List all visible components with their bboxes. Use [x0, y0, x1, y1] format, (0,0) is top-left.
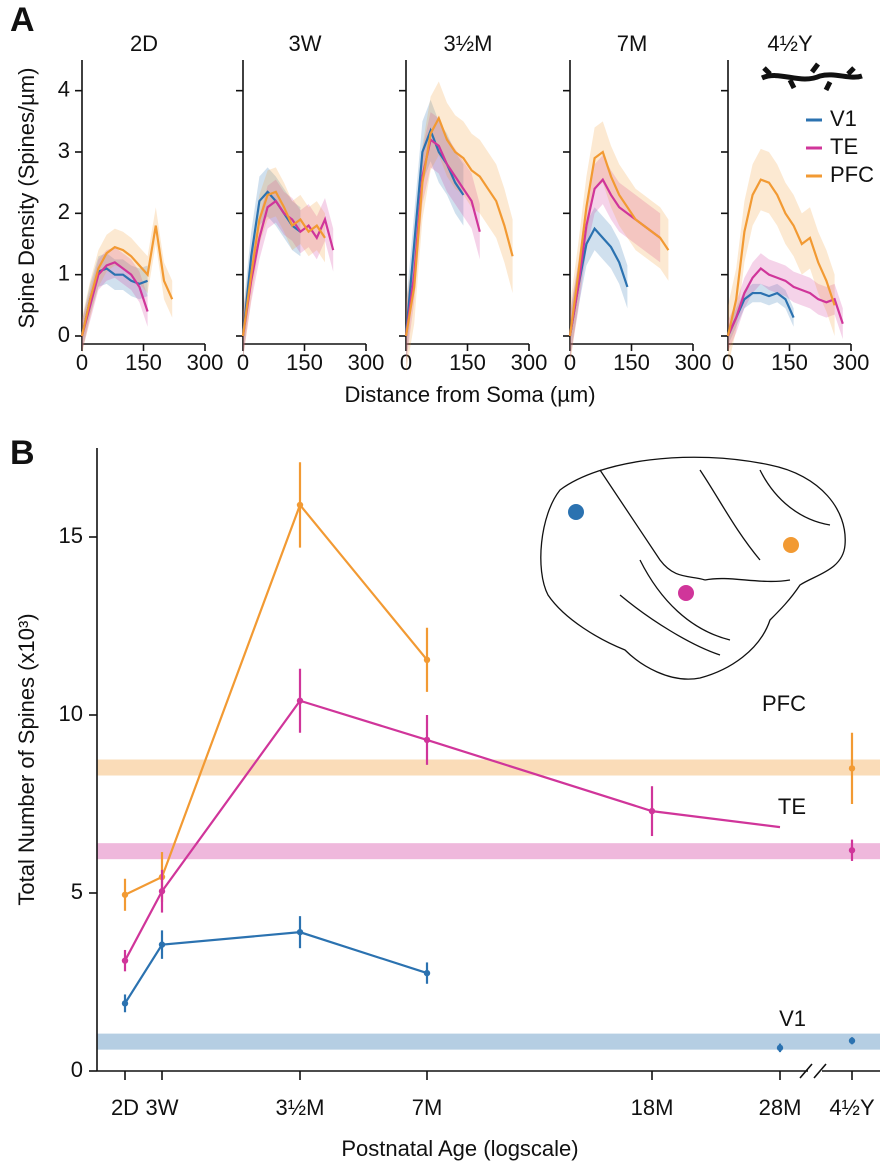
error-band [243, 179, 334, 358]
data-point [848, 847, 856, 854]
x-tick-label: 0 [722, 350, 734, 375]
data-point [121, 1000, 129, 1007]
x-tick-label: 3½M [276, 1095, 325, 1120]
x-tick-label: 150 [286, 350, 323, 375]
data-point [423, 656, 431, 664]
series-label: V1 [779, 1006, 806, 1031]
x-tick-label: 300 [348, 350, 385, 375]
adult-band [97, 843, 880, 860]
x-tick-label: 300 [675, 350, 712, 375]
adult-band [97, 1033, 880, 1050]
data-point [776, 1044, 784, 1052]
x-tick-label: 3W [146, 1095, 179, 1120]
trend-line [124, 502, 428, 896]
x-tick-label: 300 [187, 350, 224, 375]
density-line [726, 178, 836, 337]
y-tick-label: 3 [58, 138, 70, 163]
y-tick-label: 0 [58, 322, 70, 347]
x-tick-label: 150 [613, 350, 650, 375]
error-band [570, 155, 661, 361]
axis-break [799, 1063, 827, 1079]
legend-label: TE [830, 134, 858, 159]
x-tick-label: 150 [449, 350, 486, 375]
x-tick-label: 300 [833, 350, 870, 375]
data-point [296, 928, 304, 936]
x-axis-label: Postnatal Age (logscale) [341, 1136, 578, 1161]
density-line [568, 150, 670, 337]
error-band [82, 207, 173, 355]
density-line [404, 115, 514, 337]
data-point [648, 807, 656, 815]
data-point [121, 957, 129, 964]
series-label: PFC [762, 691, 806, 716]
brain-drawing [540, 456, 846, 680]
legend-label: V1 [830, 106, 857, 131]
y-axis-label: Total Number of Spines (x10³) [14, 613, 39, 905]
legend-label: PFC [830, 162, 874, 187]
y-tick-label: 15 [59, 523, 83, 548]
adult-band [97, 759, 880, 776]
trend-line [124, 931, 428, 1004]
data-point [296, 501, 304, 509]
error-band [243, 167, 325, 361]
data-point [848, 1037, 856, 1044]
y-tick-label: 5 [71, 879, 83, 904]
trend-line [124, 699, 781, 962]
x-tick-label: 0 [237, 350, 249, 375]
density-line [80, 225, 174, 337]
y-tick-label: 2 [58, 199, 70, 224]
error-band [728, 148, 835, 367]
data-point [848, 765, 856, 772]
data-point [423, 736, 431, 744]
x-tick-label: 150 [771, 350, 808, 375]
y-axis-label: Spine Density (Spines/µm) [14, 68, 39, 329]
density-line [80, 261, 149, 337]
series-label: TE [778, 794, 806, 819]
pfc-location [783, 537, 799, 553]
x-tick-label: 28M [759, 1095, 802, 1120]
subplot-title: 4½Y [767, 31, 813, 56]
data-point [121, 891, 129, 898]
subplot-title: 7M [617, 31, 648, 56]
v1-location [568, 504, 584, 520]
y-tick-label: 0 [71, 1057, 83, 1082]
panel-label: A [10, 1, 35, 39]
data-point [296, 697, 304, 704]
density-line [726, 267, 844, 337]
error-band [406, 81, 513, 373]
panel-label: B [10, 434, 35, 472]
x-tick-label: 0 [76, 350, 88, 375]
x-tick-label: 18M [631, 1095, 674, 1120]
y-tick-label: 1 [58, 260, 70, 285]
neuron-icon [760, 62, 863, 92]
x-tick-label: 0 [564, 350, 576, 375]
subplot-title: 2D [130, 31, 158, 56]
x-tick-label: 150 [125, 350, 162, 375]
x-tick-label: 2D [111, 1095, 139, 1120]
density-line [404, 127, 465, 337]
error-band [570, 121, 669, 367]
data-point [158, 941, 166, 948]
y-tick-label: 10 [59, 701, 83, 726]
x-tick-label: 7M [412, 1095, 443, 1120]
subplot-title: 3½M [444, 31, 493, 56]
error-band [728, 253, 843, 352]
subplot-title: 3W [289, 31, 322, 56]
density-line [241, 190, 326, 337]
y-tick-label: 4 [58, 76, 70, 101]
x-tick-label: 4½Y [829, 1095, 875, 1120]
te-location [678, 585, 694, 601]
x-tick-label: 300 [511, 350, 548, 375]
data-point [423, 969, 431, 977]
x-axis-label: Distance from Soma (µm) [344, 382, 595, 407]
data-point [158, 888, 166, 895]
x-tick-label: 0 [400, 350, 412, 375]
